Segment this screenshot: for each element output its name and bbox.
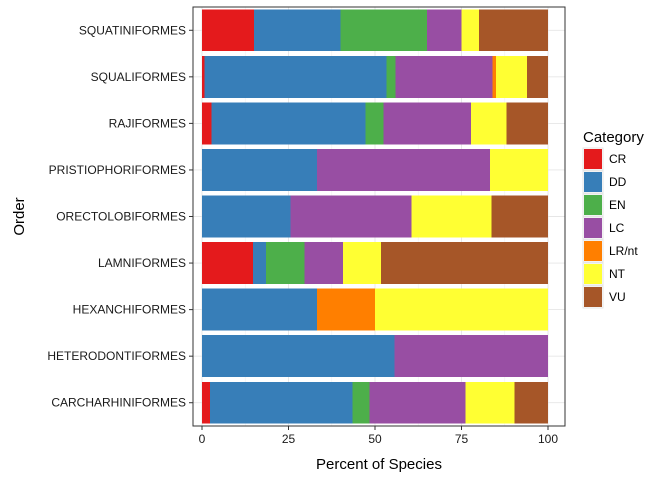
y-tick-label: RAJIFORMES <box>109 116 186 130</box>
bar-segment-lamniformes-vu <box>381 242 548 285</box>
y-axis-title: Order <box>11 197 28 235</box>
bar-segment-squaliformes-lr-nt <box>492 55 496 98</box>
legend-item-cr: CR <box>582 147 627 171</box>
y-tick-label: PRISTIOPHORIFORMES <box>49 163 186 177</box>
bar-segment-rajiformes-cr <box>202 102 212 145</box>
bar-segment-carcharhiniformes-cr <box>202 381 210 424</box>
legend-item-vu: VU <box>582 285 626 309</box>
y-tick-label: LAMNIFORMES <box>98 256 186 270</box>
bar-segment-carcharhiniformes-vu <box>514 381 548 424</box>
legend-item-lc: LC <box>582 216 625 240</box>
bar-segment-orectolobiformes-vu <box>491 195 548 238</box>
legend-item-lr-nt: LR/nt <box>582 239 638 263</box>
bar-segment-squatiniformes-nt <box>461 9 479 52</box>
x-tick-label: 75 <box>455 432 469 446</box>
x-axis-title: Percent of Species <box>316 456 442 473</box>
legend-label: LC <box>609 221 625 235</box>
x-axis: 0 25 50 75 100 <box>199 426 558 446</box>
bar-segment-squaliformes-dd <box>204 55 387 98</box>
legend-swatch <box>584 218 602 238</box>
bar-segment-carcharhiniformes-en <box>352 381 370 424</box>
legend-swatch <box>584 241 602 261</box>
bar-row-lamniformes <box>202 242 548 285</box>
legend-item-nt: NT <box>582 262 626 286</box>
legend-title: Category <box>583 129 644 146</box>
y-tick-label: ORECTOLOBIFORMES <box>56 210 186 224</box>
bar-row-carcharhiniformes <box>202 381 548 424</box>
bar-segment-lamniformes-dd <box>253 242 267 285</box>
bar-segment-lamniformes-en <box>266 242 305 285</box>
bar-segment-squaliformes-en <box>386 55 396 98</box>
x-tick-label: 25 <box>282 432 296 446</box>
legend-label: VU <box>609 290 626 304</box>
x-tick-label: 100 <box>538 432 558 446</box>
bar-row-pristiophoriformes <box>202 148 548 191</box>
legend-swatch <box>584 149 602 169</box>
bar-row-rajiformes <box>202 102 548 145</box>
legend-label: NT <box>609 267 626 281</box>
legend-item-dd: DD <box>582 170 627 194</box>
y-tick-label: SQUATINIFORMES <box>79 23 186 37</box>
bar-segment-rajiformes-vu <box>506 102 548 145</box>
legend-swatch <box>584 287 602 307</box>
bar-segment-hexanchiformes-nt <box>375 288 548 331</box>
bar-row-orectolobiformes <box>202 195 548 238</box>
bar-segment-squatiniformes-cr <box>202 9 254 52</box>
bar-row-squaliformes <box>202 55 548 98</box>
bar-segment-hexanchiformes-dd <box>202 288 318 331</box>
bar-segment-lamniformes-nt <box>342 242 382 285</box>
bar-row-squatiniformes <box>202 9 548 52</box>
bar-segment-lamniformes-lc <box>304 242 343 285</box>
bar-segment-pristiophoriformes-dd <box>202 148 318 191</box>
bar-segment-pristiophoriformes-lc <box>317 148 491 191</box>
bar-segment-squaliformes-cr <box>202 55 205 98</box>
bar-segment-squatiniformes-en <box>340 9 427 52</box>
y-tick-label: SQUALIFORMES <box>91 70 186 84</box>
bar-segment-squaliformes-lc <box>395 55 493 98</box>
bar-row-heterodontiformes <box>202 335 548 378</box>
bar-segment-rajiformes-dd <box>211 102 366 145</box>
bar-segment-pristiophoriformes-nt <box>490 148 548 191</box>
bar-segment-orectolobiformes-nt <box>411 195 492 238</box>
bar-segment-rajiformes-en <box>365 102 384 145</box>
legend-items: CR DD EN LC LR/nt NT VU <box>582 147 638 309</box>
y-tick-label: CARCHARHINIFORMES <box>51 396 186 410</box>
bars-layer <box>202 9 548 424</box>
x-tick-label: 0 <box>199 432 206 446</box>
bar-row-hexanchiformes <box>202 288 548 331</box>
bar-segment-squaliformes-nt <box>495 55 528 98</box>
y-tick-label: HEXANCHIFORMES <box>73 303 186 317</box>
bar-segment-lamniformes-cr <box>202 242 254 285</box>
bar-segment-heterodontiformes-dd <box>202 335 395 378</box>
bar-segment-squaliformes-vu <box>527 55 548 98</box>
y-axis: SQUATINIFORMES SQUALIFORMES RAJIFORMES PRIS… <box>47 23 193 410</box>
legend-swatch <box>584 264 602 284</box>
bar-segment-rajiformes-nt <box>470 102 507 145</box>
y-tick-label: HETERODONTIFORMES <box>47 349 186 363</box>
bar-segment-orectolobiformes-dd <box>202 195 291 238</box>
bar-segment-carcharhiniformes-lc <box>369 381 466 424</box>
legend-label: LR/nt <box>609 244 638 258</box>
legend: Category CR DD EN LC LR/nt NT VU <box>582 129 644 309</box>
plot-panel <box>192 6 566 427</box>
bar-segment-orectolobiformes-lc <box>290 195 412 238</box>
bar-segment-squatiniformes-vu <box>478 9 548 52</box>
bar-segment-carcharhiniformes-dd <box>209 381 353 424</box>
legend-label: DD <box>609 175 627 189</box>
bar-segment-carcharhiniformes-nt <box>465 381 515 424</box>
legend-item-en: EN <box>582 193 626 217</box>
bar-segment-heterodontiformes-lc <box>394 335 548 378</box>
bar-segment-squatiniformes-dd <box>253 9 341 52</box>
legend-label: EN <box>609 198 626 212</box>
legend-swatch <box>584 172 602 192</box>
legend-swatch <box>584 195 602 215</box>
bar-segment-squatiniformes-lc <box>426 9 462 52</box>
legend-label: CR <box>609 152 627 166</box>
bar-segment-rajiformes-lc <box>383 102 471 145</box>
bar-segment-hexanchiformes-lr-nt <box>317 288 375 331</box>
x-tick-label: 50 <box>368 432 382 446</box>
